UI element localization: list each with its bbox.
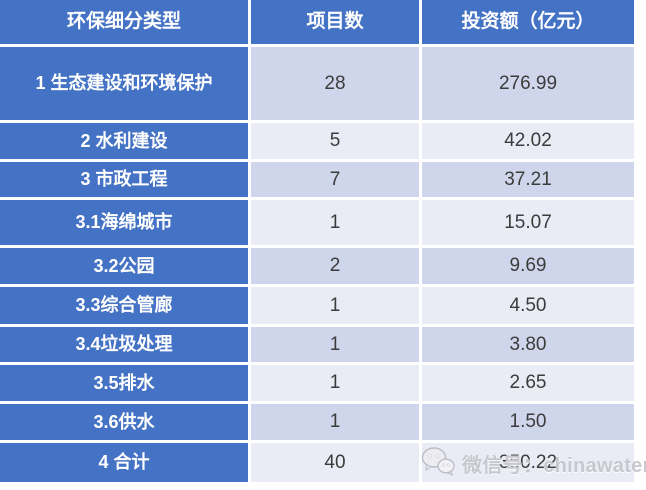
column-header-investment: 投资额（亿元） [422, 0, 634, 44]
row-projects: 1 [251, 287, 419, 324]
row-projects: 1 [251, 200, 419, 245]
investment-table: 环保细分类型 项目数 投资额（亿元） 1 生态建设和环境保护 28 276.99… [0, 0, 634, 482]
column-header-category: 环保细分类型 [0, 0, 248, 44]
row-investment: 15.07 [422, 200, 634, 245]
column-header-projects: 项目数 [251, 0, 419, 44]
row-projects: 2 [251, 248, 419, 284]
row-investment: 42.02 [422, 123, 634, 159]
row-investment: 1.50 [422, 404, 634, 440]
row-category: 3.1海绵城市 [0, 200, 248, 245]
row-category-total: 4 合计 [0, 443, 248, 482]
row-category: 2 水利建设 [0, 123, 248, 159]
row-projects: 5 [251, 123, 419, 159]
row-projects: 1 [251, 327, 419, 362]
row-investment: 2.65 [422, 365, 634, 401]
row-investment: 9.69 [422, 248, 634, 284]
row-projects: 1 [251, 404, 419, 440]
row-projects-total: 40 [251, 443, 419, 482]
row-category: 3.6供水 [0, 404, 248, 440]
row-projects: 28 [251, 47, 419, 120]
row-category: 3.4垃圾处理 [0, 327, 248, 362]
row-investment: 37.21 [422, 162, 634, 197]
row-investment: 4.50 [422, 287, 634, 324]
row-investment: 3.80 [422, 327, 634, 362]
row-projects: 7 [251, 162, 419, 197]
row-category: 3.2公园 [0, 248, 248, 284]
row-category: 3.5排水 [0, 365, 248, 401]
row-investment-total: 350.22 [422, 443, 634, 482]
row-category: 3 市政工程 [0, 162, 248, 197]
row-category: 1 生态建设和环境保护 [0, 47, 248, 120]
row-projects: 1 [251, 365, 419, 401]
row-investment: 276.99 [422, 47, 634, 120]
row-category: 3.3综合管廊 [0, 287, 248, 324]
